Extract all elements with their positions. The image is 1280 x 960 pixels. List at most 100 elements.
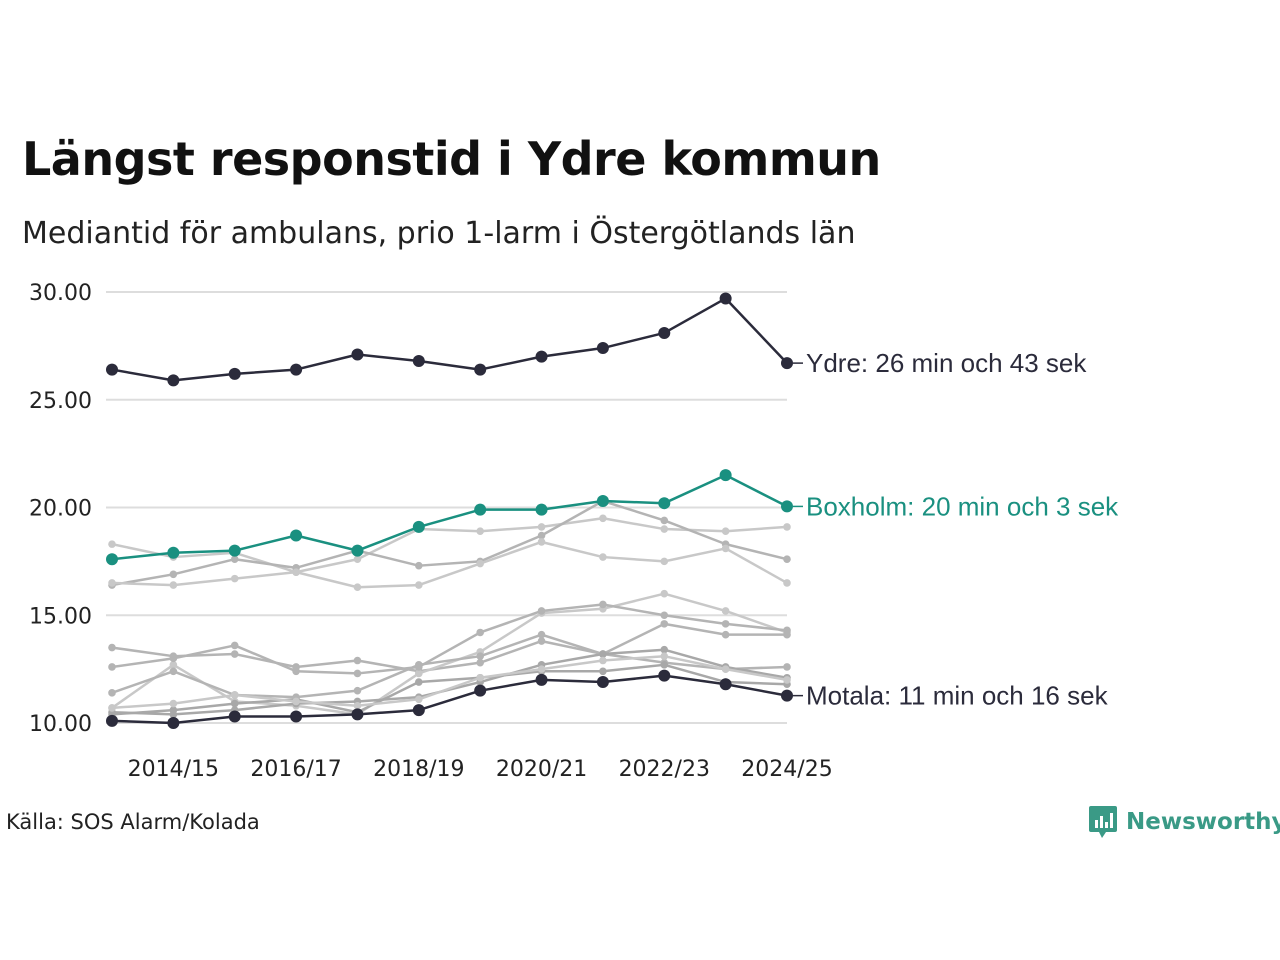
data-point [290, 529, 303, 542]
data-point [660, 652, 669, 660]
data-point [108, 689, 116, 697]
data-point [658, 326, 671, 339]
data-point [660, 589, 669, 598]
data-point [599, 656, 607, 665]
data-point [721, 544, 730, 553]
data-point [169, 581, 178, 589]
data-point [537, 531, 546, 540]
data-point [660, 557, 669, 566]
data-point [108, 643, 116, 652]
background-series-line [108, 652, 791, 712]
data-point [106, 714, 118, 727]
data-point [781, 500, 793, 513]
brand-name: Newsworthy [1126, 809, 1280, 835]
data-point [660, 645, 669, 654]
data-point [660, 620, 669, 628]
data-point [474, 684, 487, 697]
highlight-series [106, 292, 793, 729]
data-point [353, 701, 362, 710]
newsworthy-logo-icon [1089, 806, 1117, 838]
data-point [596, 676, 609, 689]
x-tick-label: 2016/17 [250, 757, 341, 782]
data-point [721, 607, 730, 615]
series-line [111, 499, 788, 587]
background-series [108, 497, 791, 719]
series-line [111, 654, 788, 710]
data-point [719, 469, 732, 482]
series-end-label: Motala: 11 min och 16 sek [806, 681, 1109, 711]
data-point [353, 656, 362, 665]
data-point [660, 611, 669, 620]
data-point [412, 520, 425, 533]
data-point [230, 574, 239, 583]
data-point [167, 374, 180, 387]
series-ydre [106, 292, 793, 387]
series-line [111, 622, 787, 699]
series-boxholm [106, 469, 793, 566]
data-point [415, 669, 423, 678]
data-point [719, 678, 732, 691]
data-point [783, 555, 791, 564]
y-tick-label: 15.00 [29, 604, 92, 629]
data-point [412, 704, 425, 717]
data-point [353, 686, 362, 695]
data-point [351, 708, 364, 721]
source-note: Källa: SOS Alarm/Kolada [6, 810, 260, 834]
data-point [167, 546, 180, 559]
data-point [599, 600, 607, 609]
data-point [476, 673, 484, 682]
series-line [111, 674, 788, 725]
data-point [476, 658, 484, 667]
data-point [353, 669, 362, 678]
data-point [535, 673, 548, 686]
data-point [783, 676, 791, 684]
data-point [476, 527, 484, 536]
data-point [230, 650, 239, 658]
data-point [230, 691, 239, 699]
x-tick-label: 2018/19 [373, 757, 464, 782]
data-point [721, 620, 730, 628]
data-point [353, 583, 362, 592]
data-point [721, 665, 730, 673]
data-point [535, 350, 548, 363]
data-point [599, 667, 607, 676]
data-point [106, 363, 118, 376]
data-point [230, 641, 239, 650]
data-point [169, 699, 178, 708]
data-point [108, 579, 116, 587]
data-point [353, 555, 362, 564]
data-point [351, 544, 364, 557]
data-point [412, 354, 425, 367]
y-tick-label: 30.00 [29, 281, 92, 306]
data-point [783, 523, 791, 531]
y-tick-label: 20.00 [29, 497, 92, 522]
y-tick-label: 25.00 [29, 389, 92, 414]
data-point [537, 665, 546, 673]
data-point [292, 568, 300, 576]
chart-title: Längst responstid i Ydre kommun [22, 132, 881, 186]
data-point [781, 689, 793, 702]
data-point [537, 630, 546, 639]
data-point [658, 669, 671, 682]
data-point [537, 538, 546, 546]
data-point [415, 661, 423, 669]
data-point [658, 497, 671, 510]
data-point [169, 661, 178, 669]
data-point [167, 717, 180, 729]
data-point [596, 495, 609, 508]
data-point [169, 570, 178, 579]
chart-subtitle: Mediantid för ambulans, prio 1-larm i Ös… [22, 216, 856, 251]
data-point [721, 630, 730, 639]
end-labels: Ydre: 26 min och 43 sek Boxholm: 20 min o… [793, 348, 1119, 711]
y-tick-label: 10.00 [29, 712, 92, 737]
series-line [111, 603, 788, 675]
data-point [474, 503, 487, 516]
x-tick-label: 2024/25 [741, 757, 832, 782]
series-line [111, 473, 788, 561]
data-point [228, 710, 241, 723]
data-point [415, 561, 423, 570]
data-point [169, 654, 178, 663]
data-point [351, 348, 364, 361]
data-point [230, 555, 239, 564]
data-point [476, 559, 484, 568]
